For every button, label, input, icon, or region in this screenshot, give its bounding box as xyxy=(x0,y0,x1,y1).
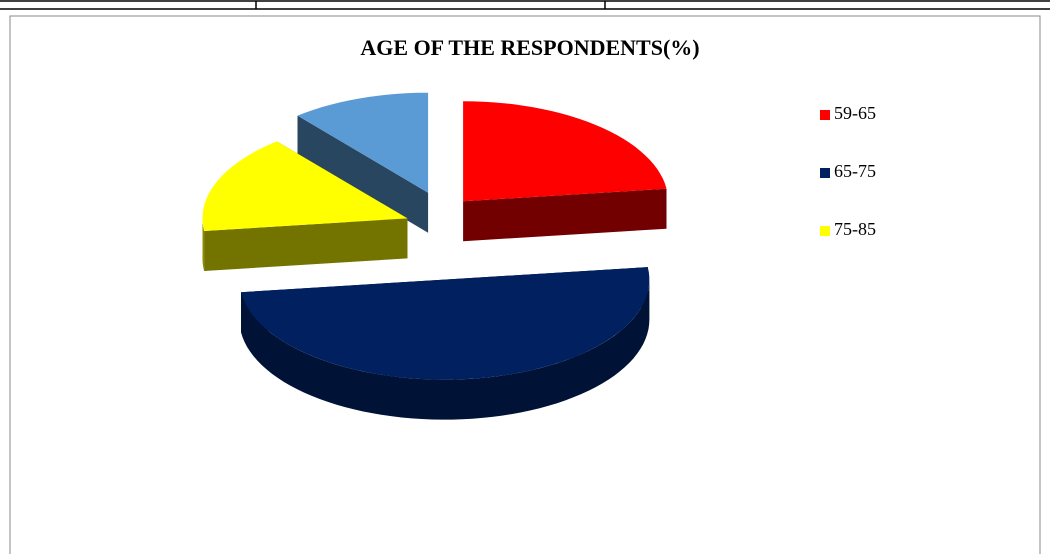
slice xyxy=(202,141,408,231)
slice xyxy=(241,267,650,380)
legend: 59-65 65-75 75-85 xyxy=(820,103,876,239)
legend-label: 65-75 xyxy=(834,161,876,181)
slice xyxy=(297,92,429,193)
slice-side xyxy=(463,188,667,242)
slice-side xyxy=(204,218,408,271)
slice-side xyxy=(297,115,429,233)
legend-swatch xyxy=(820,168,830,178)
legend-swatch xyxy=(820,226,830,236)
legend-label: 75-85 xyxy=(834,219,876,239)
chart-title: AGE OF THE RESPONDENTS(%) xyxy=(360,35,699,60)
table-frame xyxy=(0,0,1050,10)
slice xyxy=(463,101,667,202)
legend-swatch xyxy=(820,110,830,120)
legend-label: 59-65 xyxy=(834,103,876,123)
slice-wall xyxy=(202,218,205,271)
pie xyxy=(202,92,667,420)
slice-wall xyxy=(241,279,650,420)
